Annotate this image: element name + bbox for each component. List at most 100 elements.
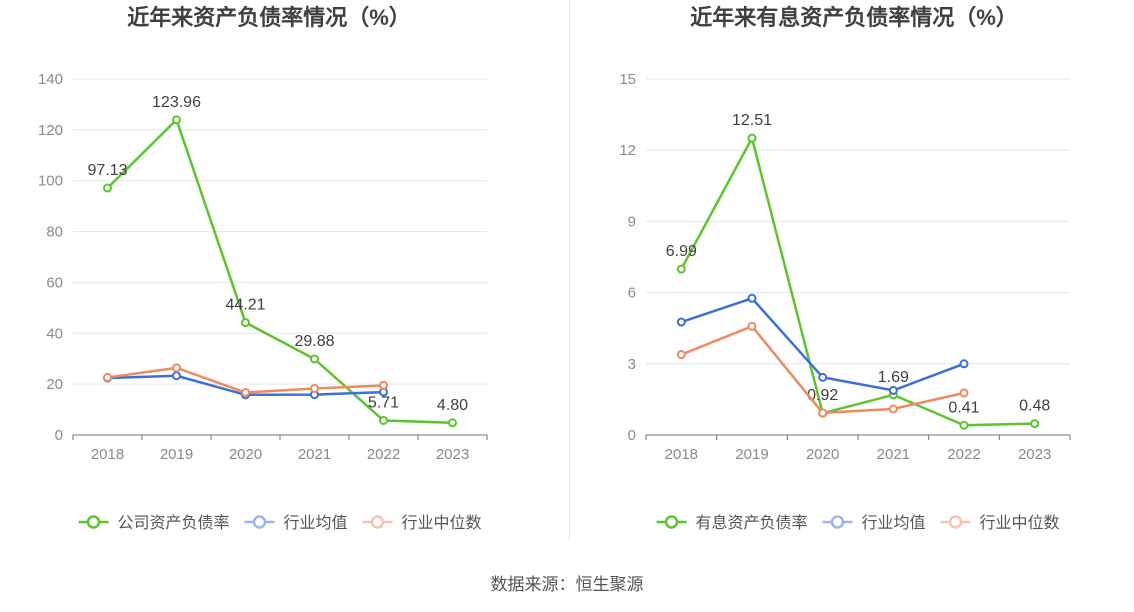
data-point[interactable] [747, 321, 757, 331]
legend-icon-circle [830, 515, 845, 529]
legend-label: 行业均值 [284, 514, 348, 532]
x-tick-label: 2018 [91, 446, 124, 463]
data-source-note: 数据来源：恒生聚源 [490, 575, 644, 594]
legend-item[interactable]: 行业中位数 [362, 514, 482, 532]
x-tick-label: 2022 [947, 446, 980, 463]
x-tick-label: 2023 [436, 446, 469, 463]
legend-icon-circle [948, 515, 963, 529]
data-point[interactable] [959, 420, 969, 430]
x-tick-label: 2023 [1018, 446, 1051, 463]
legend-item[interactable]: 公司资产负债率 [78, 514, 230, 532]
line-marker-icon [78, 515, 109, 529]
data-point[interactable] [172, 363, 181, 373]
data-label: 97.13 [87, 162, 127, 179]
line-chart-2: 0 3 6 9 12 15 2018 2019 2020 2021 2022 2023 6.99 12.5… [619, 71, 1071, 532]
chart-title-interest-bearing-liability-ratio: 近年来有息资产负债率情况（%） [690, 5, 1018, 30]
legend-label: 有息资产负债率 [696, 514, 808, 532]
data-point[interactable] [888, 404, 898, 414]
data-point[interactable] [959, 359, 969, 369]
data-point[interactable] [448, 418, 457, 428]
legend-item[interactable]: 有息资产负债率 [656, 514, 808, 532]
y-tick-label: 0 [628, 427, 636, 444]
data-point[interactable] [747, 293, 757, 303]
series-line [680, 136, 1036, 427]
legend-icon-circle [664, 515, 679, 529]
data-label: 4.80 [437, 397, 468, 414]
legend-label: 公司资产负债率 [118, 514, 230, 532]
data-point[interactable] [103, 183, 112, 193]
data-point[interactable] [103, 373, 112, 383]
y-tick-label: 0 [55, 427, 63, 444]
x-tick-label: 2020 [806, 446, 839, 463]
data-point[interactable] [241, 318, 250, 328]
x-tick-label: 2019 [735, 446, 768, 463]
y-tick-label: 3 [628, 356, 636, 373]
y-tick-label: 20 [46, 376, 63, 393]
data-point[interactable] [310, 383, 319, 393]
series-1: 97.13 123.96 44.21 29.88 5.71 4.80 [87, 94, 468, 428]
data-point[interactable] [241, 388, 250, 398]
chart-title-asset-liability-ratio: 近年来资产负债率情况（%） [127, 5, 411, 30]
y-tick-label: 60 [46, 274, 63, 291]
data-point[interactable] [172, 371, 181, 381]
line-marker-icon [244, 515, 275, 529]
data-point[interactable] [818, 408, 828, 418]
legend: 有息资产负债率 行业均值 行业中位数 [656, 514, 1060, 532]
data-point[interactable] [888, 385, 898, 395]
legend-label: 行业中位数 [402, 514, 482, 532]
data-point[interactable] [379, 380, 388, 390]
y-tick-label: 12 [619, 142, 636, 159]
data-label: 29.88 [294, 333, 334, 350]
data-point[interactable] [379, 415, 388, 425]
legend-label: 行业均值 [862, 514, 926, 532]
data-point[interactable] [959, 388, 969, 398]
legend-item[interactable]: 行业中位数 [940, 514, 1060, 532]
legend-label: 行业中位数 [980, 514, 1060, 532]
y-tick-label: 120 [38, 122, 63, 139]
data-point[interactable] [676, 350, 686, 360]
y-tick-label: 140 [38, 71, 63, 88]
line-marker-icon [940, 515, 971, 529]
legend: 公司资产负债率 行业均值 行业中位数 [78, 514, 482, 532]
data-point[interactable] [676, 317, 686, 327]
legend-icon-circle [370, 515, 385, 529]
data-point[interactable] [676, 264, 686, 274]
series-3 [676, 321, 969, 418]
line-marker-icon [656, 515, 687, 529]
x-tick-label: 2020 [229, 446, 262, 463]
y-tick-label: 40 [46, 325, 63, 342]
data-label: 12.51 [732, 112, 772, 129]
data-label: 5.71 [368, 394, 399, 411]
x-tick-label: 2021 [877, 446, 910, 463]
data-point[interactable] [818, 372, 828, 382]
line-marker-icon [362, 515, 393, 529]
series-1: 6.99 12.51 0.92 1.69 0.41 0.48 [666, 112, 1050, 430]
y-tick-label: 6 [628, 285, 636, 302]
data-label: 6.99 [666, 243, 697, 260]
data-point[interactable] [310, 354, 319, 364]
data-label: 0.48 [1019, 398, 1050, 415]
data-point[interactable] [172, 115, 181, 125]
data-point[interactable] [1030, 419, 1040, 429]
legend-item[interactable]: 行业均值 [822, 514, 926, 532]
data-point[interactable] [747, 133, 757, 143]
series-2 [676, 293, 969, 395]
y-tick-label: 80 [46, 224, 63, 241]
x-tick-label: 2022 [367, 446, 400, 463]
line-marker-icon [822, 515, 853, 529]
x-tick-label: 2021 [298, 446, 331, 463]
data-label: 0.92 [807, 387, 838, 404]
series-line [106, 118, 454, 425]
legend-icon-circle [252, 515, 267, 529]
y-tick-label: 100 [38, 173, 63, 190]
x-tick-label: 2019 [160, 446, 193, 463]
x-tick-label: 2018 [665, 446, 698, 463]
data-label: 123.96 [152, 94, 201, 111]
line-chart-1: 0 20 40 60 80 100 120 140 2018 2019 2020 2021 2022 20… [38, 71, 488, 532]
legend-icon-circle [86, 515, 101, 529]
legend-item[interactable]: 行业均值 [244, 514, 348, 532]
series-3 [103, 363, 388, 398]
data-label: 1.69 [878, 369, 909, 386]
